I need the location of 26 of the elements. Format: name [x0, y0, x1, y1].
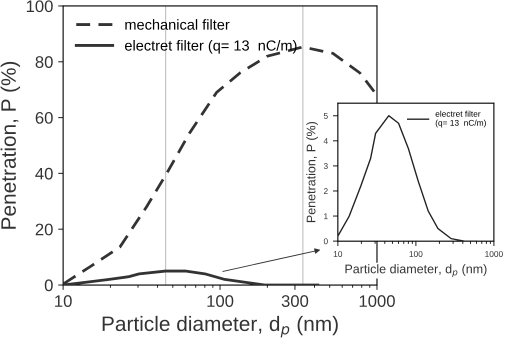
y-tick-label: 5: [324, 113, 328, 119]
x-tick-label: 300: [282, 295, 308, 307]
x-tick-label: 10: [55, 295, 72, 307]
y-tick-label: 2: [324, 188, 328, 194]
y-axis-title: Penetration, P (%): [306, 122, 318, 222]
x-tick-label: 100: [207, 295, 234, 307]
legend-label: mechanical filter: [125, 19, 230, 30]
y-tick-label: 80: [36, 56, 53, 68]
y-tick-label: 0: [324, 238, 328, 244]
y-tick-label: 4: [324, 138, 328, 144]
x-tick-label: 10: [334, 251, 342, 257]
x-axis-title: Particle diameter, d$_{p}$ (nm): [345, 264, 487, 278]
legend-label: electret filter (q= 13 nC/m): [436, 110, 486, 128]
x-tick-label: 100: [410, 251, 422, 257]
y-tick-label: 20: [36, 224, 53, 236]
y-tick-label: 40: [35, 168, 53, 180]
x-tick-label: 1000: [360, 295, 395, 307]
y-tick-label: 60: [36, 112, 53, 124]
y-tick-label: 0: [44, 279, 53, 292]
x-tick-label: 1000: [485, 251, 503, 257]
y-tick-label: 3: [324, 163, 328, 169]
y-axis-title: Penetration, P (%): [0, 62, 20, 229]
x-axis-title: Particle diameter, d$_{p}$ (nm): [102, 316, 338, 338]
y-tick-label: 1: [324, 213, 328, 220]
y-tick-label: 100: [26, 0, 53, 12]
legend-label: electret filter (q= 13 nC/m): [124, 40, 297, 54]
